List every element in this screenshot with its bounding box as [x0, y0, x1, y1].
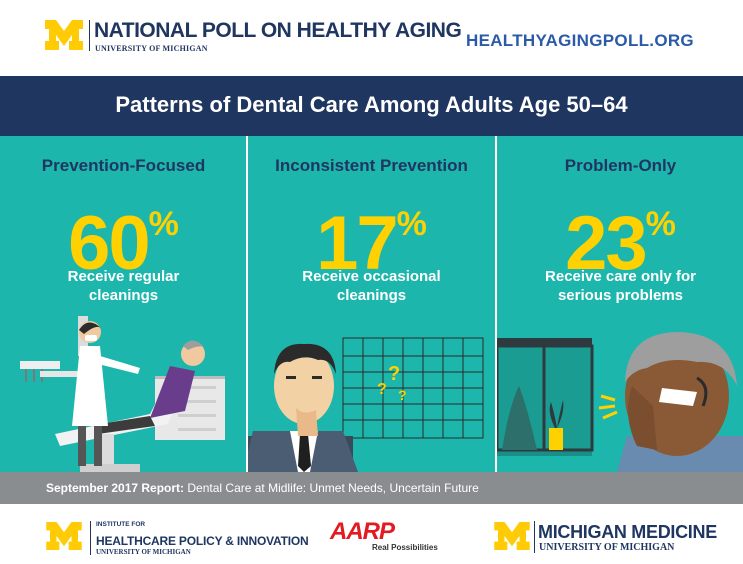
footer: INSTITUTE FOR HEALTHCARE POLICY & INNOVA… — [0, 504, 743, 564]
caption-line-1: Receive care only for — [545, 268, 696, 285]
svg-text:?: ? — [377, 381, 387, 398]
banner-title: Patterns of Dental Care Among Adults Age… — [115, 92, 628, 117]
aarp-logo: AARP — [330, 518, 395, 545]
report-label: September 2017 Report: — [46, 481, 185, 495]
header: NATIONAL POLL ON HEALTHY AGING UNIVERSIT… — [0, 0, 743, 76]
panel-caption: Receive care only for serious problems — [497, 267, 743, 305]
ihpi-divider — [90, 521, 91, 555]
ihpi-block-m-logo — [46, 522, 82, 550]
panel-caption: Receive occasional cleanings — [248, 267, 495, 305]
percentage-value: 23 — [565, 201, 648, 286]
panels-area: Prevention-Focused 60% Receive regular cl… — [0, 136, 743, 472]
site-url-link[interactable]: HEALTHYAGINGPOLL.ORG — [466, 31, 694, 50]
panel-heading: Inconsistent Prevention — [275, 156, 468, 175]
percent-sign: % — [396, 205, 427, 243]
panel-heading: Prevention-Focused — [41, 156, 206, 175]
report-bar: September 2017 Report: Dental Care at Mi… — [0, 472, 743, 504]
michigan-medicine-subtitle: UNIVERSITY OF MICHIGAN — [539, 542, 675, 553]
michigan-medicine-block-m-logo — [494, 522, 530, 550]
panel-prevention-focused: Prevention-Focused 60% Receive regular cl… — [0, 136, 247, 472]
title-banner: Patterns of Dental Care Among Adults Age… — [0, 76, 743, 136]
panel-problem-only: Problem-Only 23% Receive care only for se… — [497, 136, 743, 472]
panel-percentage: 60% — [0, 186, 247, 282]
michigan-medicine-name: MICHIGAN MEDICINE — [538, 522, 717, 542]
caption-line-2: serious problems — [557, 287, 684, 304]
percent-sign: % — [645, 205, 676, 243]
panel-divider — [246, 136, 248, 472]
panel-divider — [495, 136, 497, 472]
dentist-chair-illustration — [20, 316, 225, 472]
aarp-tagline: Real Possibilities — [372, 543, 438, 552]
caption-line-1: Receive occasional — [302, 268, 441, 285]
percent-sign: % — [148, 205, 179, 243]
toothache-man-illustration — [497, 332, 743, 472]
svg-text:?: ? — [398, 387, 407, 403]
caption-line-2: cleanings — [88, 287, 159, 304]
report-title: Dental Care at Midlife: Unmet Needs, Unc… — [187, 481, 479, 495]
ihpi-subtitle: UNIVERSITY OF MICHIGAN — [96, 548, 191, 556]
confused-man-calendar-illustration: ? ? ? — [248, 337, 484, 472]
svg-text:?: ? — [388, 363, 400, 385]
panel-percentage: 17% — [248, 186, 495, 282]
header-divider — [89, 20, 90, 51]
poll-title: NATIONAL POLL ON HEALTHY AGING — [94, 19, 462, 42]
ihpi-top-line: INSTITUTE FOR — [96, 521, 146, 528]
mm-divider — [534, 521, 535, 553]
panel-percentage: 23% — [497, 186, 743, 282]
panel-caption: Receive regular cleanings — [0, 267, 247, 305]
percentage-value: 17 — [316, 201, 399, 286]
block-m-logo — [45, 20, 83, 50]
percentage-value: 60 — [68, 201, 151, 286]
panel-inconsistent-prevention: Inconsistent Prevention 17% Receive occa… — [248, 136, 495, 472]
ihpi-name: HEALTHCARE POLICY & INNOVATION — [96, 534, 309, 548]
poll-subtitle: UNIVERSITY OF MICHIGAN — [95, 44, 208, 53]
caption-line-2: cleanings — [336, 287, 407, 304]
report-text: September 2017 Report: Dental Care at Mi… — [46, 481, 479, 495]
panel-heading: Problem-Only — [564, 156, 677, 175]
caption-line-1: Receive regular — [67, 268, 180, 285]
